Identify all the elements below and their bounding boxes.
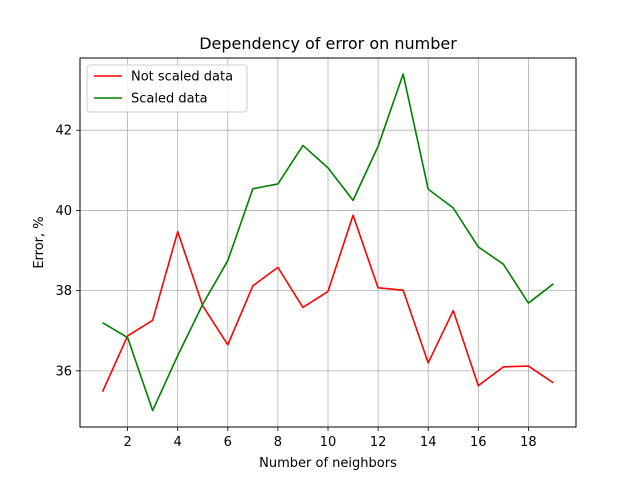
x-tick-label: 4 [174, 435, 182, 450]
x-tick-label: 12 [370, 435, 387, 450]
x-axis-label: Number of neighbors [259, 456, 397, 471]
x-tick-label: 10 [320, 435, 337, 450]
x-tick-label: 16 [470, 435, 487, 450]
series-line-scaled-data [102, 73, 554, 412]
legend-box [86, 64, 248, 113]
x-tick-label: 6 [224, 435, 232, 450]
series-group [101, 73, 554, 412]
y-tick-label: 42 [55, 124, 72, 139]
x-tick-label: 2 [123, 435, 131, 450]
legend-label-not-scaled-data: Not scaled data [131, 70, 233, 85]
x-tick-label: 18 [520, 435, 537, 450]
y-tick-label: 40 [55, 204, 72, 219]
axis-ticks: 2 4 6 8 10 12 14 16 18 36 38 40 42 [55, 124, 536, 450]
legend: Not scaled data Scaled data [86, 64, 248, 113]
series-line-not-scaled-data [101, 214, 554, 393]
y-axis-label: Error, % [32, 216, 47, 268]
x-tick-label: 8 [274, 435, 282, 450]
y-tick-label: 38 [55, 284, 72, 299]
x-tick-label: 14 [420, 435, 437, 450]
chart-title: Dependency of error on number [199, 34, 457, 53]
y-tick-label: 36 [55, 364, 72, 379]
legend-label-scaled-data: Scaled data [131, 92, 208, 107]
